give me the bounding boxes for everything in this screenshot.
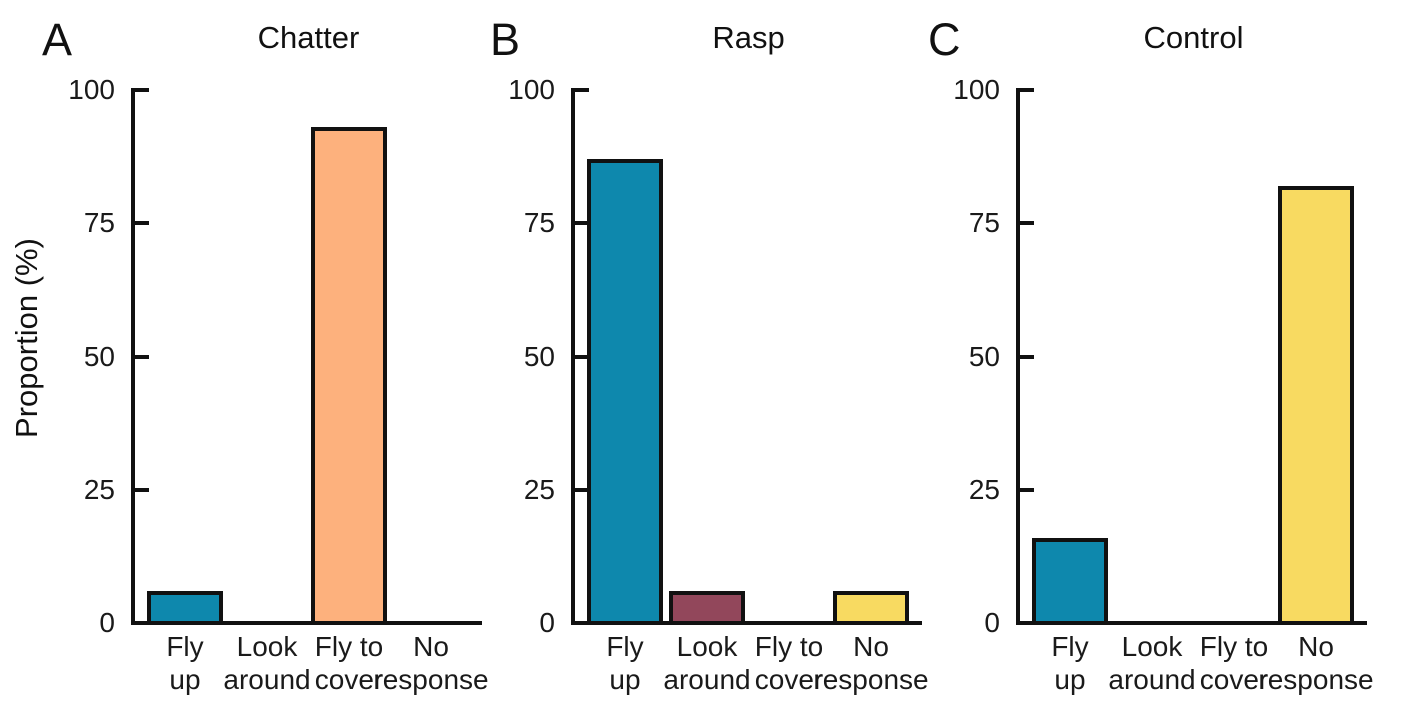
y-axis-tick xyxy=(1020,354,1034,359)
panel-title: Rasp xyxy=(712,20,785,55)
y-axis-tick xyxy=(575,88,589,92)
y-axis-line xyxy=(131,88,135,625)
y-axis-tick xyxy=(575,487,589,492)
panel-title: Chatter xyxy=(257,20,360,55)
y-axis-tick xyxy=(575,354,589,359)
y-axis-tick-label: 100 xyxy=(953,74,1000,105)
x-axis-line xyxy=(571,621,922,625)
y-axis-tick-label: 100 xyxy=(508,74,555,105)
x-category-label: No response xyxy=(1258,631,1374,695)
panel-letter: A xyxy=(42,14,73,65)
bar-fly-to-cover xyxy=(311,127,387,625)
y-axis-tick xyxy=(135,221,149,226)
y-axis-tick-label: 75 xyxy=(523,207,555,239)
y-axis-tick-label: 75 xyxy=(83,207,115,239)
y-axis-tick-label: 50 xyxy=(968,340,1000,372)
x-category-label: No response xyxy=(373,631,489,695)
x-category-label: Fly to cover xyxy=(754,631,824,695)
y-axis-tick-label: 25 xyxy=(83,473,115,505)
x-category-label: Fly up xyxy=(1051,631,1089,695)
y-axis-tick xyxy=(1020,487,1034,492)
y-axis-tick xyxy=(575,221,589,226)
y-axis-tick-label: 25 xyxy=(968,473,1000,505)
bar-fly-up xyxy=(1032,538,1108,625)
y-axis-tick xyxy=(1020,221,1034,226)
panel-title: Control xyxy=(1143,20,1244,55)
y-axis-tick-label: 50 xyxy=(83,340,115,372)
y-axis-line xyxy=(571,88,575,625)
y-axis-tick xyxy=(135,487,149,492)
x-category-label: Look around xyxy=(1108,631,1196,695)
bar-fly-up xyxy=(587,159,663,625)
y-axis-tick-label: 100 xyxy=(68,74,115,105)
y-axis-line xyxy=(1016,88,1020,625)
y-axis-tick-label: 0 xyxy=(984,607,1000,638)
x-category-label: Fly up xyxy=(606,631,644,695)
y-axis-tick xyxy=(135,88,149,92)
y-axis-tick xyxy=(135,354,149,359)
x-axis-line xyxy=(1016,621,1367,625)
y-axis-tick-label: 0 xyxy=(539,607,555,638)
x-axis-line xyxy=(131,621,482,625)
y-axis-tick-label: 25 xyxy=(523,473,555,505)
x-category-label: Look around xyxy=(663,631,751,695)
bar-no-response xyxy=(1278,186,1354,625)
x-category-label: Look around xyxy=(223,631,311,695)
y-axis-tick xyxy=(1020,88,1034,92)
y-axis-tick-label: 50 xyxy=(523,340,555,372)
panel-letter: B xyxy=(490,14,521,65)
x-category-label: Fly to cover xyxy=(1199,631,1269,695)
y-axis-tick-label: 75 xyxy=(968,207,1000,239)
x-category-label: Fly to cover xyxy=(314,631,384,695)
panel-letter: C xyxy=(928,14,961,65)
x-category-label: Fly up xyxy=(166,631,204,695)
x-category-label: No response xyxy=(813,631,929,695)
y-axis-tick-label: 0 xyxy=(99,607,115,638)
